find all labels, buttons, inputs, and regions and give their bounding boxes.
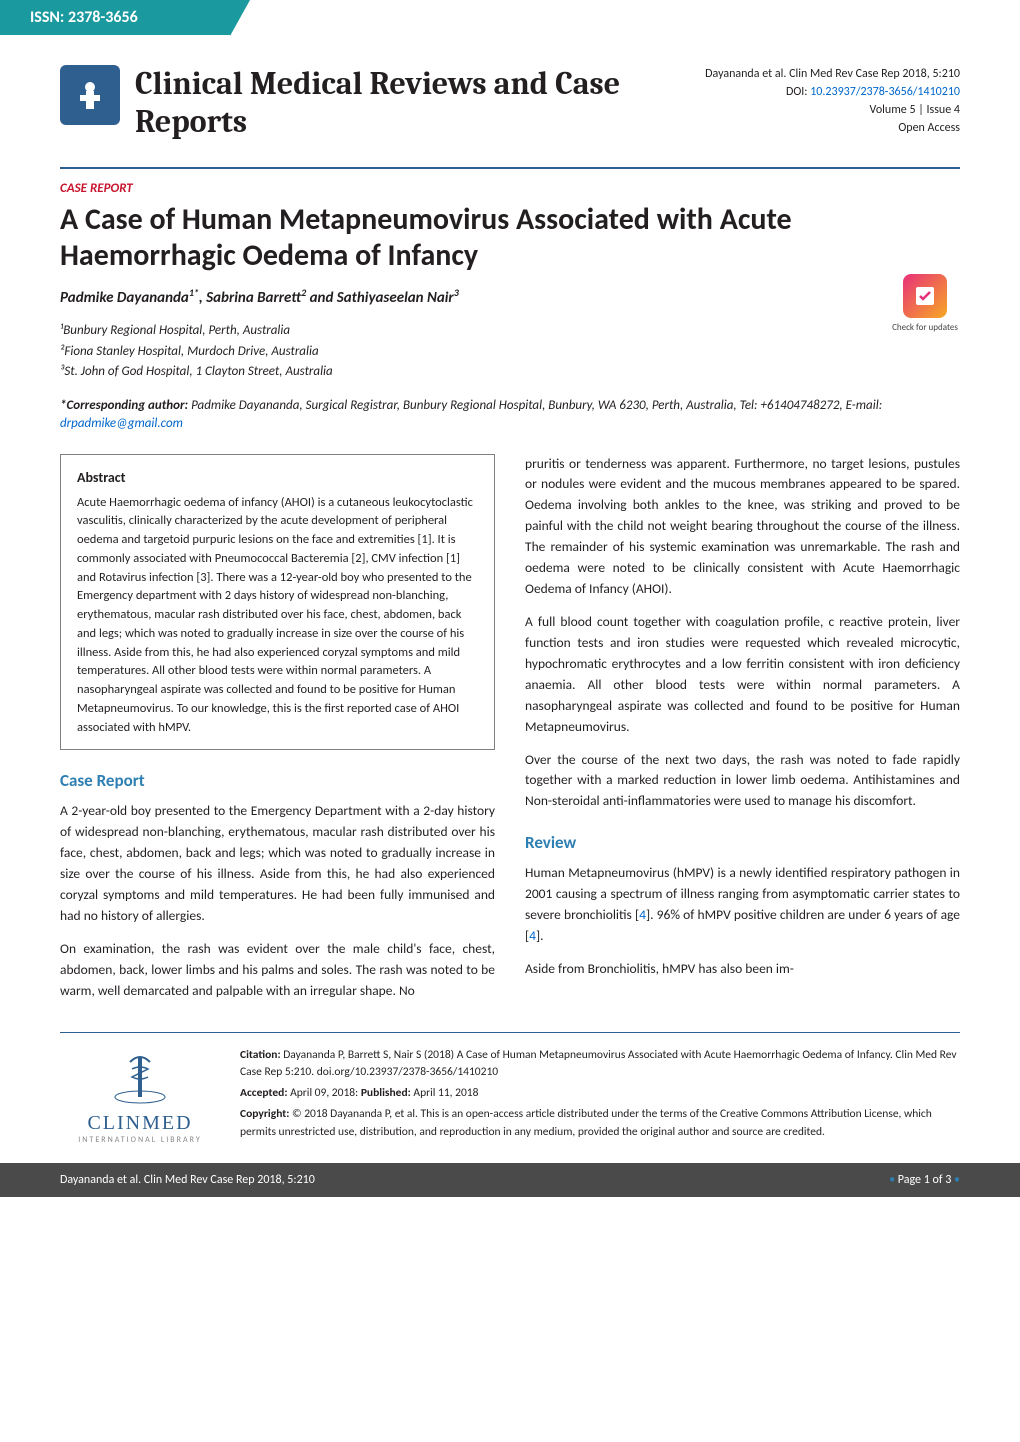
right-p3: Over the course of the next two days, th… [525,750,960,813]
abstract-t1: Acute Haemorrhagic oedema of infancy (AH… [77,495,473,548]
right-p2: A full blood count together with coagula… [525,612,960,738]
journal-logo-icon [60,65,120,125]
accepted-label: Accepted: [240,1086,288,1100]
corresponding-email[interactable]: drpadmike@gmail.com [60,416,183,431]
corresponding-label: *Corresponding author: [60,398,188,413]
issn-value: 2378-3656 [68,8,138,27]
bottom-citation: Dayananda et al. Clin Med Rev Case Rep 2… [60,1173,315,1187]
abstract-t3: ], CMV infection [ [362,551,450,566]
doi-label: DOI: [786,85,808,99]
abstract-text: Acute Haemorrhagic oedema of infancy (AH… [77,494,478,738]
header-meta: Dayananda et al. Clin Med Rev Case Rep 2… [705,65,960,137]
footer-text: Citation: Dayananda P, Barrett S, Nair S… [240,1047,960,1145]
header-divider [60,167,960,169]
issn-label: ISSN: [30,8,64,27]
clinmed-name: CLINMED [60,1112,220,1135]
copyright-text: © 2018 Dayananda P, et al. This is an op… [240,1107,932,1138]
citation-line: Dayananda et al. Clin Med Rev Case Rep 2… [705,65,960,83]
right-p1: pruritis or tenderness was apparent. Fur… [525,454,960,600]
affiliation-1: ¹Bunbury Regional Hospital, Perth, Austr… [60,321,890,342]
journal-title: Clinical Medical Reviews and Case Report… [135,65,705,142]
bottom-bar: Dayananda et al. Clin Med Rev Case Rep 2… [0,1163,1020,1197]
author-1: Padmike Dayananda [60,289,189,307]
abstract-heading: Abstract [77,467,478,488]
affiliations: ¹Bunbury Regional Hospital, Perth, Austr… [60,321,890,383]
abstract-box: Abstract Acute Haemorrhagic oedema of in… [60,454,495,751]
right-column: pruritis or tenderness was apparent. Fur… [525,454,960,1014]
accepted-text: April 09, 2018: [288,1086,361,1100]
corresponding-author: *Corresponding author: Padmike Dayananda… [60,397,960,433]
doi-row: DOI: 10.23937/2378-3656/1410210 [705,83,960,101]
published-label: Published: [361,1086,411,1100]
caduceus-icon [110,1047,170,1107]
review-p1: Human Metapneumovirus (hMPV) is a newly … [525,863,960,947]
open-access: Open Access [705,119,960,137]
review-p2: Aside from Bronchiolitis, hMPV has also … [525,959,960,980]
citation-text: Dayananda P, Barrett S, Nair S (2018) A … [240,1048,957,1079]
page-header: Clinical Medical Reviews and Case Report… [0,35,1020,157]
affiliation-3: ³St. John of God Hospital, 1 Clayton Str… [60,362,890,383]
check-updates-badge[interactable]: Check for updates [890,274,960,333]
review-ref-4a[interactable]: 4 [639,906,646,923]
case-report-p2: On examination, the rash was evident ove… [60,939,495,1002]
review-ref-4b[interactable]: 4 [529,927,536,944]
copyright-label: Copyright: [240,1107,289,1121]
page-number: • Page 1 of 3 • [889,1173,960,1187]
case-report-p1: A 2-year-old boy presented to the Emerge… [60,801,495,927]
article-type-label: CASE REPORT [60,181,960,196]
abstract-t5: ]. There was a 12-year-old boy who prese… [77,570,472,735]
article-title: A Case of Human Metapneumovirus Associat… [60,202,960,274]
two-column-body: Abstract Acute Haemorrhagic oedema of in… [60,454,960,1014]
corresponding-text: Padmike Dayananda, Surgical Registrar, B… [188,398,882,413]
review-p1c: ]. [536,927,544,944]
published-text: April 11, 2018 [411,1086,479,1100]
author-3-sup: 3 [454,286,459,299]
affiliation-2: ²Fiona Stanley Hospital, Murdoch Drive, … [60,342,890,363]
volume-issue: Volume 5 | Issue 4 [705,101,960,119]
article-content: CASE REPORT A Case of Human Metapneumovi… [0,181,1020,1014]
doi-link[interactable]: 10.23937/2378-3656/1410210 [810,85,960,99]
citation-label: Citation: [240,1048,281,1062]
publisher-logo: CLINMED INTERNATIONAL LIBRARY [60,1047,220,1145]
footer-block: CLINMED INTERNATIONAL LIBRARY Citation: … [0,1033,1020,1163]
clinmed-sub: INTERNATIONAL LIBRARY [60,1135,220,1145]
author-2: , Sabrina Barrett [199,289,301,307]
check-updates-label: Check for updates [892,322,958,333]
authors-line: Padmike Dayananda1*, Sabrina Barrett2 an… [60,286,890,307]
author-3: and Sathiyaseelan Nair [306,289,453,307]
page-num-text: Page 1 of 3 [898,1173,952,1187]
case-report-heading: Case Report [60,770,495,791]
author-1-sup: 1* [189,286,199,299]
left-column: Abstract Acute Haemorrhagic oedema of in… [60,454,495,1014]
crossmark-icon [903,274,947,318]
issn-banner: ISSN: 2378-3656 [0,0,230,35]
review-heading: Review [525,832,960,853]
